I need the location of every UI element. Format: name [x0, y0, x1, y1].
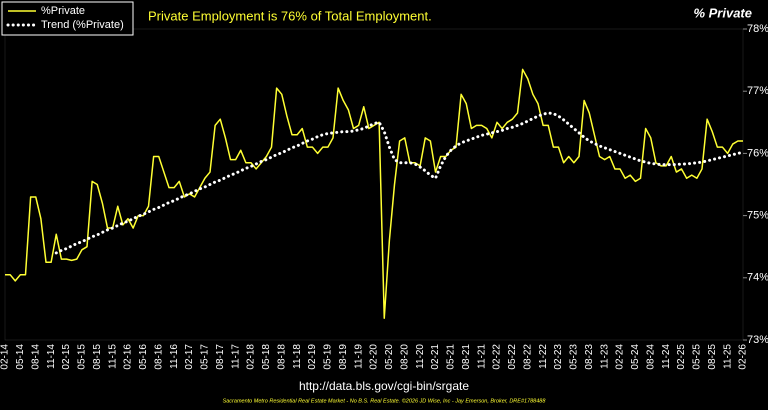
x-tick-label: 08-17: [215, 344, 226, 370]
x-tick-label: 02-21: [430, 344, 441, 370]
x-tick-label: 08-24: [645, 344, 656, 370]
x-tick-label: 08-21: [461, 344, 472, 370]
x-tick-label: 08-18: [276, 344, 287, 370]
x-tick-label: 11-14: [46, 344, 57, 369]
x-tick-label: 05-17: [200, 344, 211, 370]
x-tick-label: 11-19: [353, 344, 364, 369]
x-tick-label: 02-22: [492, 344, 503, 370]
x-tick-label: 11-24: [661, 344, 672, 369]
x-tick-label: 05-16: [138, 344, 149, 370]
x-tick-label: 05-18: [261, 344, 272, 370]
x-tick-label: 02-17: [184, 344, 195, 370]
x-tick-label: 02-15: [61, 344, 72, 370]
x-tick-label: 02-24: [615, 344, 626, 370]
x-tick-label: 11-16: [169, 344, 180, 369]
x-tick-label: 05-25: [692, 344, 703, 370]
x-tick-label: 05-22: [507, 344, 518, 370]
x-tick-label: 08-25: [707, 344, 718, 370]
y-tick-label: 74%: [747, 272, 768, 284]
x-tick-label: 08-22: [522, 344, 533, 370]
plot-frame: [4, 28, 744, 341]
x-tick-label: 02-16: [123, 344, 134, 370]
series-line: [54, 111, 745, 255]
source: http://data.bls.gov/cgi-bin/srgate: [299, 379, 469, 393]
x-tick-label: 11-18: [292, 344, 303, 369]
x-tick-label: 08-15: [92, 344, 103, 370]
legend-box: [1, 1, 134, 36]
x-tick-label: 11-15: [107, 344, 118, 369]
x-tick-label: 08-20: [399, 344, 410, 370]
y-tick-label: 77%: [747, 85, 768, 97]
series-line: [5, 68, 743, 319]
x-tick-label: 02-18: [246, 344, 257, 370]
x-tick-label: 08-23: [584, 344, 595, 370]
y-tick-label: 75%: [747, 210, 768, 222]
x-tick-label: 11-25: [722, 344, 733, 369]
legend-label: Trend (%Private): [41, 19, 124, 31]
x-tick-label: 11-20: [415, 344, 426, 369]
chart-title: Private Employment is 76% of Total Emplo…: [148, 8, 432, 23]
x-tick-label: 11-22: [538, 344, 549, 369]
x-tick-label: 02-20: [369, 344, 380, 370]
y-axis-label: % Private: [693, 5, 752, 20]
x-tick-label: 05-14: [15, 344, 26, 370]
x-tick-label: 02-25: [676, 344, 687, 370]
x-tick-label: 05-15: [77, 344, 88, 370]
y-tick-label: 76%: [747, 147, 768, 159]
x-tick-label: 05-20: [384, 344, 395, 370]
x-tick-label: 05-19: [323, 344, 334, 370]
x-tick-label: 11-23: [599, 344, 610, 369]
x-tick-label: 02-23: [553, 344, 564, 370]
legend-label: %Private: [41, 5, 85, 17]
credit: Sacramento Metro Residential Real Estate…: [223, 397, 547, 404]
y-tick-label: 73%: [747, 334, 768, 346]
x-tick-label: 02-26: [738, 344, 749, 370]
x-tick-label: 08-19: [338, 344, 349, 370]
x-tick-label: 02-14: [0, 344, 11, 370]
x-tick-label: 08-14: [30, 344, 41, 370]
x-tick-label: 11-17: [230, 344, 241, 369]
y-tick-label: 78%: [747, 23, 768, 35]
x-tick-label: 05-23: [569, 344, 580, 370]
x-tick-label: 11-21: [476, 344, 487, 369]
x-tick-label: 02-19: [307, 344, 318, 370]
x-tick-label: 08-16: [153, 344, 164, 370]
x-tick-label: 05-21: [446, 344, 457, 370]
x-tick-label: 05-24: [630, 344, 641, 370]
